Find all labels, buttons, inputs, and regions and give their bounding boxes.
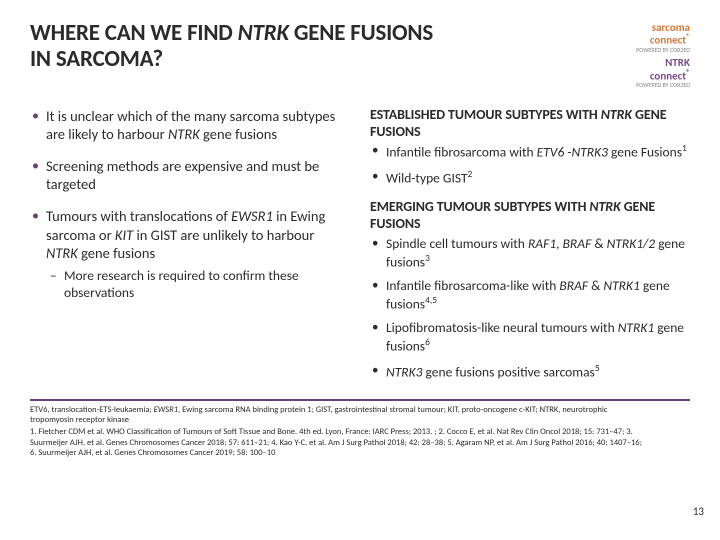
left-column: It is unclear which of the many sarcoma …: [30, 107, 340, 393]
footnotes: ETV6, translocation-ETS-leukaemia; EWSR1…: [30, 405, 690, 458]
logo-brand: NTRKconnect®: [636, 57, 690, 82]
slide: WHERE CAN WE FIND NTRK GENE FUSIONS IN S…: [0, 0, 720, 540]
right-bullet-list: Spindle cell tumours with RAF1, BRAF & N…: [370, 236, 690, 381]
logo-sub: POWERED BY COR2ED: [636, 47, 690, 54]
left-bullet-list: It is unclear which of the many sarcoma …: [30, 107, 340, 302]
ntrk-connect-logo: NTRKconnect® POWERED BY COR2ED: [636, 57, 690, 88]
right-column: ESTABLISHED TUMOUR SUBTYPES WITH NTRK GE…: [370, 107, 690, 393]
logo-area: sarcomaconnect® POWERED BY COR2ED NTRKco…: [636, 22, 690, 89]
section-heading: ESTABLISHED TUMOUR SUBTYPES WITH NTRK GE…: [370, 107, 690, 141]
sub-bullet-list: More research is required to confirm the…: [46, 268, 340, 302]
page-title: WHERE CAN WE FIND NTRK GENE FUSIONS IN S…: [30, 20, 450, 73]
right-bullet-item: Wild-type GIST2: [370, 169, 690, 187]
left-bullet-item: Screening methods are expensive and must…: [30, 157, 340, 193]
sarcoma-connect-logo: sarcomaconnect® POWERED BY COR2ED: [636, 22, 690, 53]
right-bullet-list: Infantile fibrosarcoma with ETV6 -NTRK3 …: [370, 143, 690, 187]
right-bullet-item: Infantile fibrosarcoma-like with BRAF & …: [370, 278, 690, 313]
right-bullet-item: Spindle cell tumours with RAF1, BRAF & N…: [370, 236, 690, 271]
logo-sub: POWERED BY COR2ED: [636, 82, 690, 89]
footnote-line: 1. Fletcher CDM et al. WHO Classificatio…: [30, 427, 650, 458]
page-number: 13: [693, 505, 704, 518]
logo-brand: sarcomaconnect®: [636, 22, 690, 47]
right-bullet-item: Infantile fibrosarcoma with ETV6 -NTRK3 …: [370, 143, 690, 161]
content-columns: It is unclear which of the many sarcoma …: [30, 107, 690, 393]
sub-bullet-item: More research is required to confirm the…: [46, 268, 340, 302]
left-bullet-item: Tumours with translocations of EWSR1 in …: [30, 207, 340, 301]
right-bullet-item: Lipofibromatosis-like neural tumours wit…: [370, 320, 690, 355]
footnote-line: ETV6, translocation-ETS-leukaemia; EWSR1…: [30, 405, 650, 425]
section-heading: EMERGING TUMOUR SUBTYPES WITH NTRK GENE …: [370, 199, 690, 233]
left-bullet-item: It is unclear which of the many sarcoma …: [30, 107, 340, 143]
header-row: WHERE CAN WE FIND NTRK GENE FUSIONS IN S…: [30, 20, 690, 89]
right-bullet-item: NTRK3 gene fusions positive sarcomas5: [370, 363, 690, 381]
footer-divider: [30, 399, 690, 401]
